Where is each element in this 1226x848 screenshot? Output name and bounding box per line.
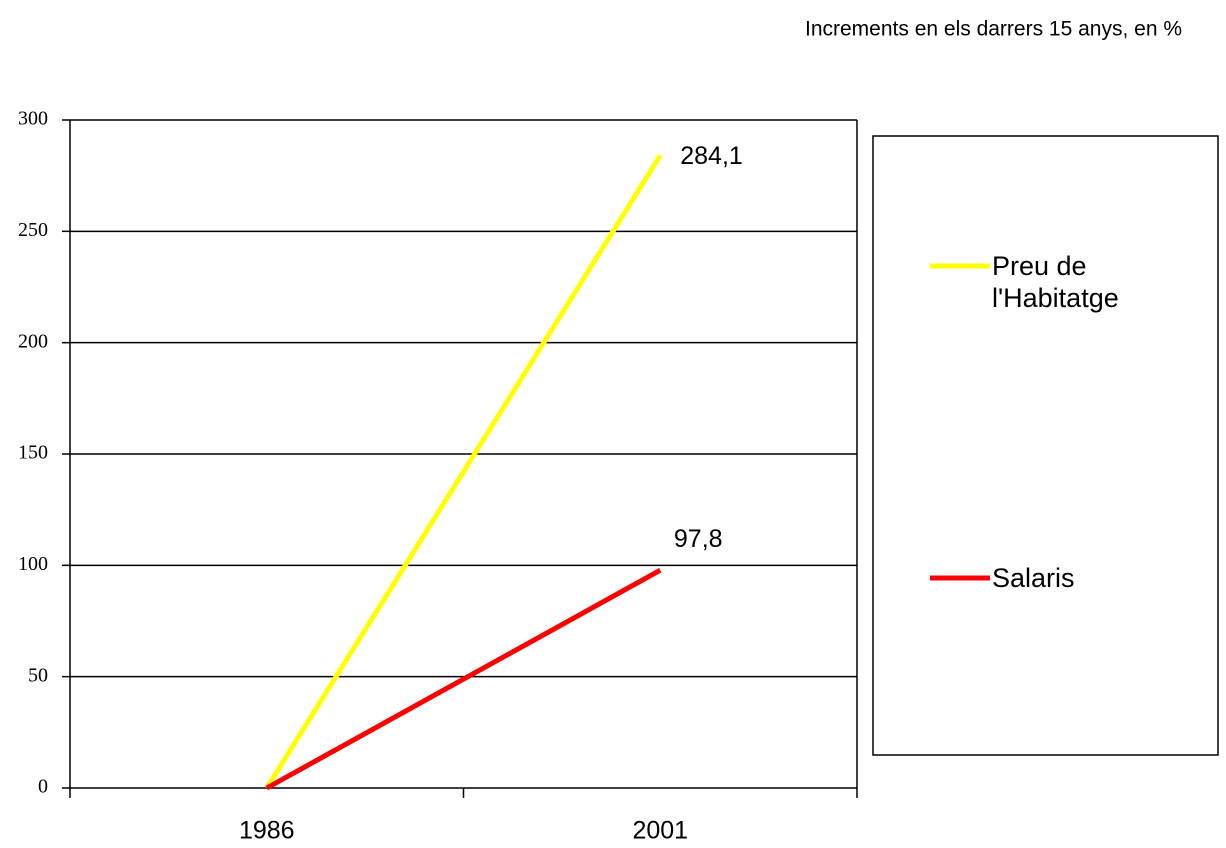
y-tick-label: 200 (18, 330, 48, 352)
x-tick-label: 1986 (239, 817, 295, 845)
legend-label: Preu de l'Habitatge (992, 251, 1119, 313)
series-line (265, 568, 662, 791)
y-tick-label: 150 (18, 442, 48, 464)
y-tick-label: 0 (38, 776, 48, 798)
legend-box (872, 135, 1219, 756)
y-tick-label: 100 (18, 553, 48, 575)
legend-label: Salaris (992, 563, 1075, 593)
series-line (264, 154, 663, 790)
y-tick-label: 250 (18, 219, 48, 241)
y-tick-label: 50 (28, 664, 48, 686)
data-label: 284,1 (680, 142, 743, 170)
x-tick-label: 2001 (632, 817, 688, 845)
y-tick-label: 300 (18, 108, 48, 130)
data-label: 97,8 (674, 525, 723, 553)
chart-title: Increments en els darrers 15 anys, en % (805, 18, 1182, 41)
